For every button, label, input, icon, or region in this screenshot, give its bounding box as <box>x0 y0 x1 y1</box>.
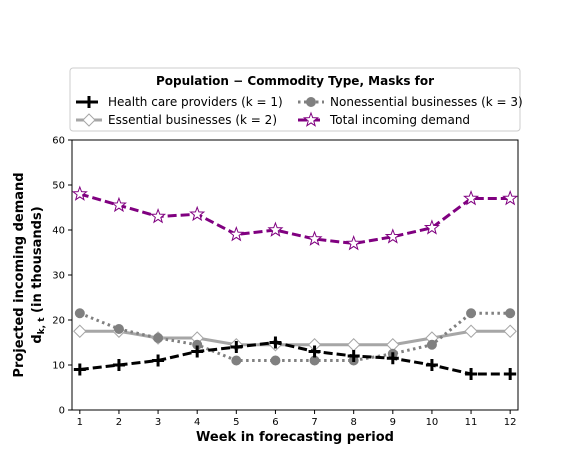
series-1-point-7 <box>308 345 321 358</box>
series-1-point-9 <box>386 352 399 365</box>
series-1-point-12 <box>504 368 517 380</box>
legend-marker-4 <box>302 111 320 127</box>
series-3-point-12 <box>505 308 516 319</box>
series-3-point-6 <box>270 355 281 366</box>
series-3 <box>74 308 516 366</box>
legend-title: Population − Commodity Type, Masks for <box>156 74 434 88</box>
series-3-point-5 <box>231 355 242 366</box>
series-4-point-5 <box>228 226 245 242</box>
legend: Population − Commodity Type, Masks for H… <box>69 67 523 132</box>
y-tick-label-1: 0 <box>59 406 65 417</box>
legend-item-3: Nonessential businesses (k = 3) <box>298 95 523 109</box>
legend-item-1: Health care providers (k = 1) <box>76 95 283 109</box>
x-tick-label-9: 9 <box>390 417 396 428</box>
series-3-point-2 <box>113 324 124 334</box>
series-1-point-6 <box>269 336 282 349</box>
x-tick-label-11: 11 <box>465 417 478 428</box>
series-1-point-2 <box>112 359 125 371</box>
series-1-point-8 <box>347 350 360 362</box>
legend-items: Health care providers (k = 1) Essential b… <box>76 95 523 127</box>
x-axis-ticks: 1 2 3 4 5 6 7 8 9 10 11 12 <box>77 410 517 428</box>
series-1 <box>73 336 517 380</box>
x-tick-label-6: 6 <box>272 417 278 428</box>
x-tick-label-5: 5 <box>233 417 239 428</box>
legend-label-4: Total incoming demand <box>329 113 470 127</box>
x-tick-label-1: 1 <box>77 417 83 428</box>
series-4-point-8 <box>345 235 362 251</box>
y-tick-label-5: 40 <box>52 226 65 237</box>
series-3-point-3 <box>153 333 164 343</box>
series-4-point-3 <box>150 208 167 224</box>
series-4-point-4 <box>189 205 206 222</box>
x-tick-label-7: 7 <box>311 417 317 428</box>
y-tick-label-6: 50 <box>52 181 65 192</box>
legend-marker-2 <box>82 113 96 127</box>
legend-label-1: Health care providers (k = 1) <box>108 95 283 109</box>
series-2-point-11 <box>464 324 478 338</box>
y-tick-label-7: 60 <box>52 136 65 147</box>
series-3-point-11 <box>466 308 477 319</box>
y-tick-label-4: 30 <box>52 271 65 282</box>
series-4-point-9 <box>384 228 401 244</box>
legend-item-2: Essential businesses (k = 2) <box>76 113 277 127</box>
series-4-point-1 <box>71 185 88 201</box>
series-1-point-1 <box>73 363 86 376</box>
y-axis-label-line1: Projected incoming demand <box>12 172 27 377</box>
series-2-point-1 <box>73 324 87 338</box>
series-layer <box>71 185 519 380</box>
series-4-point-7 <box>306 230 323 246</box>
legend-marker-3 <box>306 97 316 107</box>
y-tick-label-2: 10 <box>52 361 65 372</box>
y-axis-label-subscript: k, t <box>37 317 47 335</box>
series-2-line <box>79 329 511 347</box>
x-axis-label: Week in forecasting period <box>196 430 394 445</box>
legend-marker-1 <box>83 96 95 108</box>
y-tick-label-3: 20 <box>52 316 65 327</box>
series-4-point-2 <box>110 196 127 213</box>
series-3-point-10 <box>426 339 437 350</box>
series-4-point-11 <box>463 190 480 206</box>
series-4-line <box>79 192 511 245</box>
x-tick-label-12: 12 <box>504 417 517 428</box>
series-2-point-12 <box>503 324 517 338</box>
x-tick-label-8: 8 <box>350 417 356 428</box>
x-tick-label-2: 2 <box>116 417 122 428</box>
series-1-line <box>79 341 511 376</box>
x-tick-label-10: 10 <box>426 417 439 428</box>
legend-frame <box>69 67 521 132</box>
series-2-point-8 <box>346 338 361 352</box>
legend-item-4: Total incoming demand <box>298 111 470 127</box>
series-4 <box>71 185 519 251</box>
series-1-point-3 <box>152 354 165 367</box>
series-3-point-1 <box>74 308 85 319</box>
series-1-point-11 <box>465 368 478 380</box>
series-4-point-6 <box>267 221 284 237</box>
legend-label-3: Nonessential businesses (k = 3) <box>330 95 523 109</box>
y-axis-ticks: 0 10 20 30 40 50 60 <box>52 136 72 417</box>
plot-frame <box>71 139 519 411</box>
series-3-line <box>79 311 511 362</box>
series-4-point-12 <box>502 190 519 206</box>
series-1-point-10 <box>425 359 438 371</box>
series-1-point-4 <box>191 345 204 358</box>
y-axis-label: Projected incoming demand dk, t (in thou… <box>12 172 47 377</box>
y-axis-label-unit: (in thousands) <box>30 206 45 317</box>
x-tick-label-3: 3 <box>155 417 161 428</box>
x-tick-label-4: 4 <box>194 417 200 428</box>
series-1-point-5 <box>230 341 243 353</box>
series-4-point-10 <box>423 219 440 235</box>
y-axis-label-symbol: d <box>30 334 45 343</box>
y-axis-label-line2: dk, t (in thousands) <box>30 206 47 343</box>
legend-label-2: Essential businesses (k = 2) <box>108 113 277 127</box>
